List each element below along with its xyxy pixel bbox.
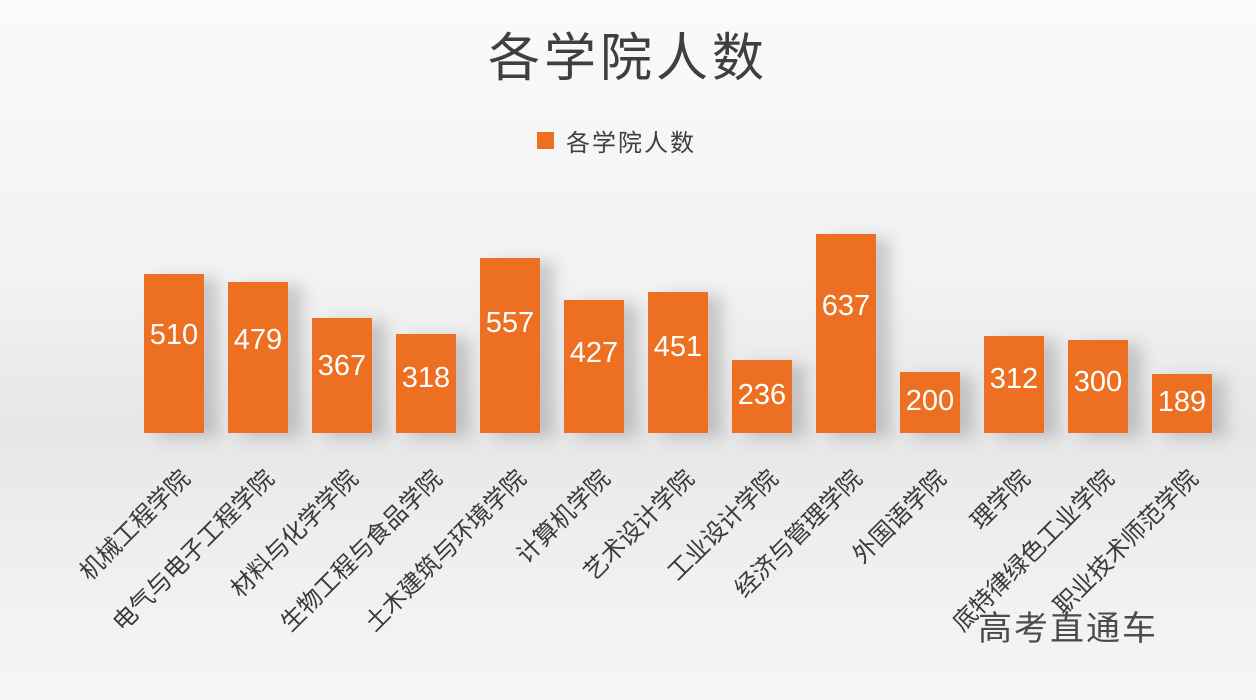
bar: 451 bbox=[648, 292, 708, 433]
legend-label: 各学院人数 bbox=[566, 128, 696, 157]
bar-value-label: 312 bbox=[989, 363, 1039, 395]
watermark: 高考直通车 bbox=[978, 609, 1158, 649]
bar-value-label: 200 bbox=[905, 385, 955, 417]
bar: 300 bbox=[1068, 340, 1128, 433]
bar: 427 bbox=[564, 300, 624, 433]
bar: 236 bbox=[732, 360, 792, 433]
bar-value-label: 479 bbox=[233, 324, 283, 356]
bar: 312 bbox=[984, 336, 1044, 433]
bar-value-label: 510 bbox=[149, 319, 199, 351]
bar-value-label: 189 bbox=[1157, 386, 1207, 418]
bar: 510 bbox=[144, 274, 204, 433]
x-axis-label: 理学院 bbox=[964, 464, 1036, 536]
x-axis-label: 职业技术师范学院 bbox=[1048, 464, 1204, 620]
chart-legend: 各学院人数 bbox=[537, 122, 696, 158]
bar: 367 bbox=[312, 318, 372, 433]
bar-value-label: 318 bbox=[401, 362, 451, 394]
bar-value-label: 236 bbox=[737, 379, 787, 411]
bar-value-label: 451 bbox=[653, 331, 703, 363]
bar-value-label: 427 bbox=[569, 337, 619, 369]
bar: 189 bbox=[1152, 374, 1212, 433]
bar-value-label: 557 bbox=[485, 307, 535, 339]
bar: 557 bbox=[480, 258, 540, 433]
bar: 200 bbox=[900, 372, 960, 433]
bar: 318 bbox=[396, 334, 456, 433]
bar-value-label: 367 bbox=[317, 350, 367, 382]
chart-title: 各学院人数 bbox=[487, 29, 768, 89]
legend-swatch-icon bbox=[537, 131, 554, 149]
bar-value-label: 300 bbox=[1073, 366, 1123, 398]
bar-value-label: 637 bbox=[821, 290, 871, 322]
bar: 637 bbox=[816, 234, 876, 433]
bar: 479 bbox=[228, 282, 288, 433]
